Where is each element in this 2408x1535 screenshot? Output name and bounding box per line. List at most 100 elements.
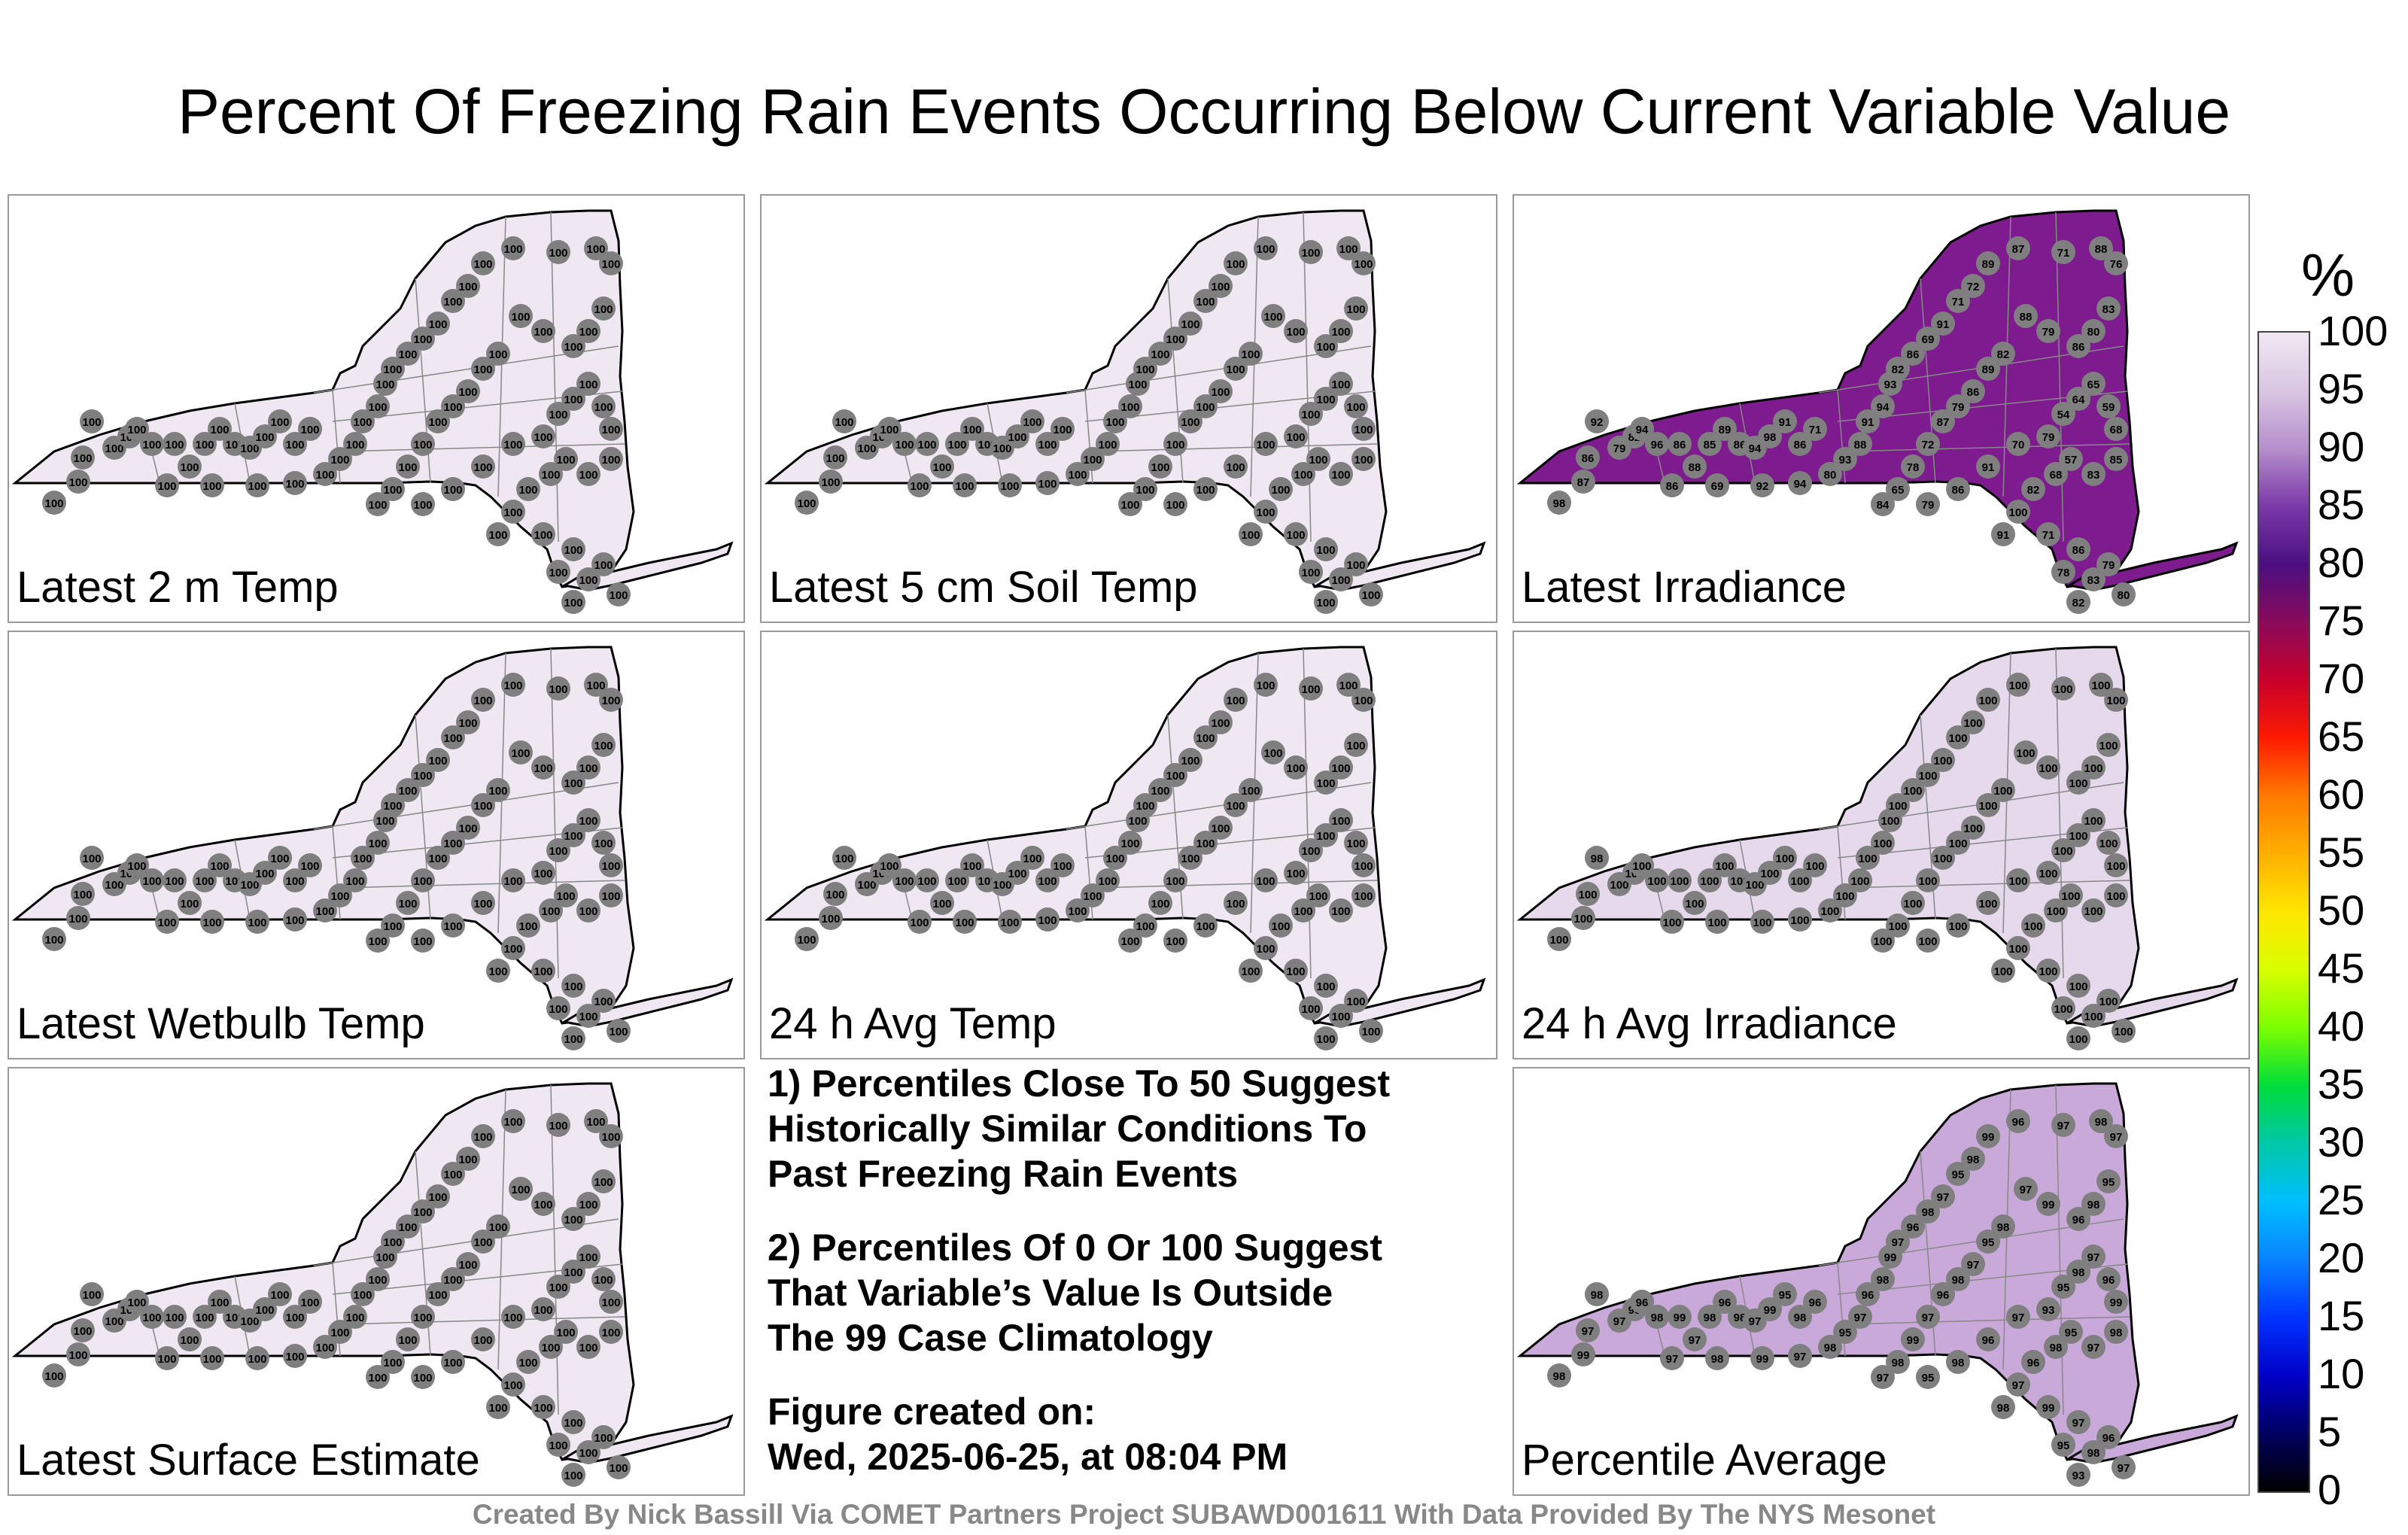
station-value: 100 [1166,499,1184,512]
station-marker [1178,846,1202,870]
station-marker [2104,1320,2128,1344]
station-value: 100 [1316,394,1335,406]
station-marker [1224,454,1248,479]
station-value: 100 [458,281,477,293]
station-marker [1660,473,1684,497]
station-marker [2036,1395,2060,1419]
station-value: 96 [1809,1296,1822,1309]
station-marker [1284,319,1308,343]
station-marker [591,552,616,576]
station-marker [456,379,480,403]
station-marker [1284,755,1308,780]
station-value: 100 [1918,770,1937,783]
station-value: 95 [1922,1372,1935,1385]
station-value: 86 [1674,439,1686,451]
station-value: 99 [2042,1199,2055,1211]
station-marker [343,1305,367,1329]
station-value: 100 [248,916,266,929]
station-marker [1314,590,1338,614]
station-value: 100 [541,469,560,482]
station-value: 96 [1907,1221,1920,1234]
station-value: 100 [443,1169,462,1181]
station-marker [591,1267,616,1291]
station-value: 100 [503,1312,522,1324]
station-marker [396,778,420,802]
station-value: 100 [1790,875,1809,888]
station-value: 100 [2008,679,2027,692]
station-value: 100 [195,875,214,888]
station-value: 100 [2099,995,2118,1008]
station-marker [1886,1350,1910,1374]
station-value: 100 [270,853,289,865]
station-marker [1193,289,1218,313]
station-value: 100 [428,318,447,331]
station-marker [1630,853,1654,877]
station-marker [1946,1350,1970,1374]
county-line [1092,880,1378,889]
station-value: 100 [180,461,199,474]
station-marker [1976,688,2000,712]
station-value: 96 [1636,1296,1649,1309]
station-marker [2081,808,2105,832]
colorbar-tick: 40 [2318,1002,2365,1050]
station-marker [2096,989,2121,1013]
station-value: 96 [2012,1116,2025,1129]
station-marker [1571,906,1595,930]
station-value: 100 [1241,348,1260,361]
station-marker [1916,1305,1940,1329]
station-marker [1118,831,1142,855]
station-value: 98 [1591,853,1604,865]
station-marker [2014,740,2038,764]
station-value: 99 [1884,1251,1897,1264]
station-value: 100 [1166,875,1184,888]
station-marker [591,1169,616,1193]
station-value: 100 [202,480,221,493]
station-marker [1886,1230,1910,1254]
station-value: 100 [398,898,417,910]
station-marker [66,906,90,930]
station-marker [2081,1004,2105,1028]
station-marker [71,1318,95,1342]
station-value: 100 [534,431,552,444]
station-value: 100 [564,1417,582,1430]
station-marker [576,462,600,486]
station-value: 100 [1038,478,1057,491]
station-value: 98 [1824,1342,1837,1354]
station-marker [2059,447,2083,471]
note-1: 1) Percentiles Close To 50 Suggest Histo… [768,1062,1391,1195]
station-value: 100 [1963,822,1982,835]
station-marker [2021,477,2045,501]
station-value: 100 [1760,868,1779,880]
station-marker [1991,342,2015,366]
station-value: 100 [518,920,537,933]
station-marker [283,868,307,892]
station-marker [1314,387,1338,411]
station-marker [501,1109,525,1133]
station-value: 100 [594,837,613,850]
station-marker [42,491,66,515]
station-value: 98 [1892,1357,1905,1369]
station-value: 100 [428,416,447,429]
station-marker [366,394,390,418]
station-marker [2081,1335,2105,1359]
station-value: 100 [383,363,402,376]
station-marker [471,891,495,915]
station-marker [2006,673,2030,697]
station-value: 97 [2072,1417,2085,1430]
station-value: 100 [564,1470,582,1482]
station-value: 97 [1749,1315,1762,1328]
station-marker [1020,409,1044,433]
station-marker [1299,402,1323,426]
colorbar-tick: 35 [2318,1060,2365,1108]
county-line [2055,648,2064,979]
station-value: 100 [473,695,492,707]
county-line [550,648,559,979]
station-marker [516,1350,540,1374]
station-value: 100 [962,860,981,873]
station-marker [486,1214,510,1239]
station-value: 79 [2042,326,2055,339]
station-value: 92 [1756,480,1769,493]
ny-map: 9897999897959698999798969897999598969798… [1516,1082,2239,1487]
station-marker [1148,778,1172,802]
station-value: 100 [285,1312,304,1324]
